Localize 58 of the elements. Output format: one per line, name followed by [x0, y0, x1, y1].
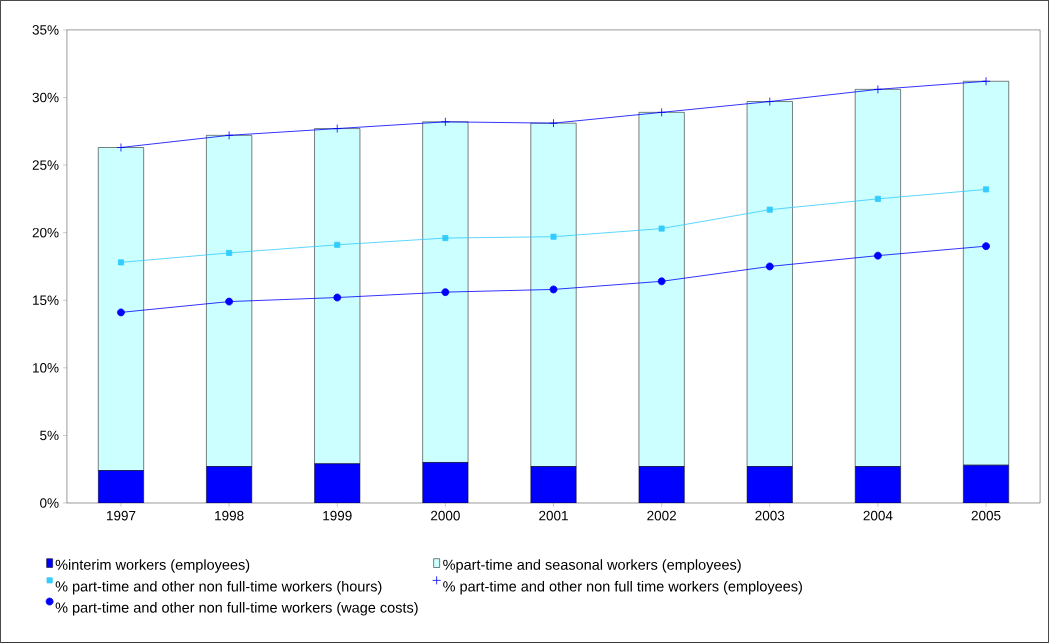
bar — [98, 470, 144, 504]
point — [332, 124, 342, 134]
point — [658, 225, 665, 232]
x-tick-label: 1999 — [323, 510, 352, 521]
point — [117, 259, 124, 266]
x-tick-label: 2003 — [755, 510, 785, 521]
point — [550, 233, 557, 240]
bar — [963, 464, 1009, 504]
y-tick-label: 20% — [32, 227, 59, 238]
x-tick-label: 2001 — [539, 510, 568, 521]
point — [116, 143, 126, 152]
point — [334, 241, 341, 248]
y-tick-label: 15% — [33, 295, 59, 306]
bar — [638, 466, 685, 504]
point — [440, 117, 450, 127]
point — [224, 130, 234, 140]
point — [226, 249, 233, 256]
x-tick-label: 2004 — [863, 510, 893, 521]
point — [873, 85, 883, 94]
y-tick-label: 0% — [40, 498, 59, 508]
point — [441, 288, 450, 297]
point — [442, 235, 449, 242]
y-tick-label: 10% — [33, 363, 59, 373]
legend-label: % part-time and other non full-time workers (wage costs) — [55, 602, 418, 616]
point — [983, 186, 990, 193]
point — [549, 118, 558, 128]
bar — [854, 466, 901, 504]
y-tick-label: 25% — [32, 160, 59, 170]
bar — [314, 463, 361, 504]
legend-label: % part-time and other non full-time workers (hours) — [55, 580, 382, 595]
x-tick-label: 2002 — [647, 510, 676, 521]
legend-label: %part-time and seasonal workers (employees) — [443, 559, 741, 573]
x-tick-label: 1997 — [107, 510, 136, 521]
point — [657, 277, 666, 286]
point — [874, 195, 881, 202]
point — [549, 285, 558, 294]
legend-label: % part-time and other non full time workers (employees) — [443, 580, 802, 595]
bar — [206, 466, 253, 504]
y-tick-label: 30% — [32, 92, 59, 103]
x-tick-label: 2005 — [971, 510, 1001, 521]
legend-label: %interim workers (employees) — [55, 559, 250, 573]
point — [874, 251, 882, 260]
point — [981, 76, 991, 86]
x-tick-label: 1998 — [215, 510, 244, 521]
point — [765, 97, 775, 106]
point — [982, 242, 990, 251]
x-tick-label: 2000 — [431, 510, 460, 521]
bar — [530, 466, 577, 504]
bar — [422, 462, 469, 504]
y-tick-label: 5% — [40, 430, 59, 441]
bar — [746, 466, 793, 504]
point — [333, 293, 342, 302]
point — [225, 297, 234, 306]
point — [117, 308, 125, 317]
point — [766, 206, 773, 213]
point — [657, 107, 667, 117]
point — [765, 262, 774, 271]
y-tick-label: 35% — [32, 25, 59, 35]
